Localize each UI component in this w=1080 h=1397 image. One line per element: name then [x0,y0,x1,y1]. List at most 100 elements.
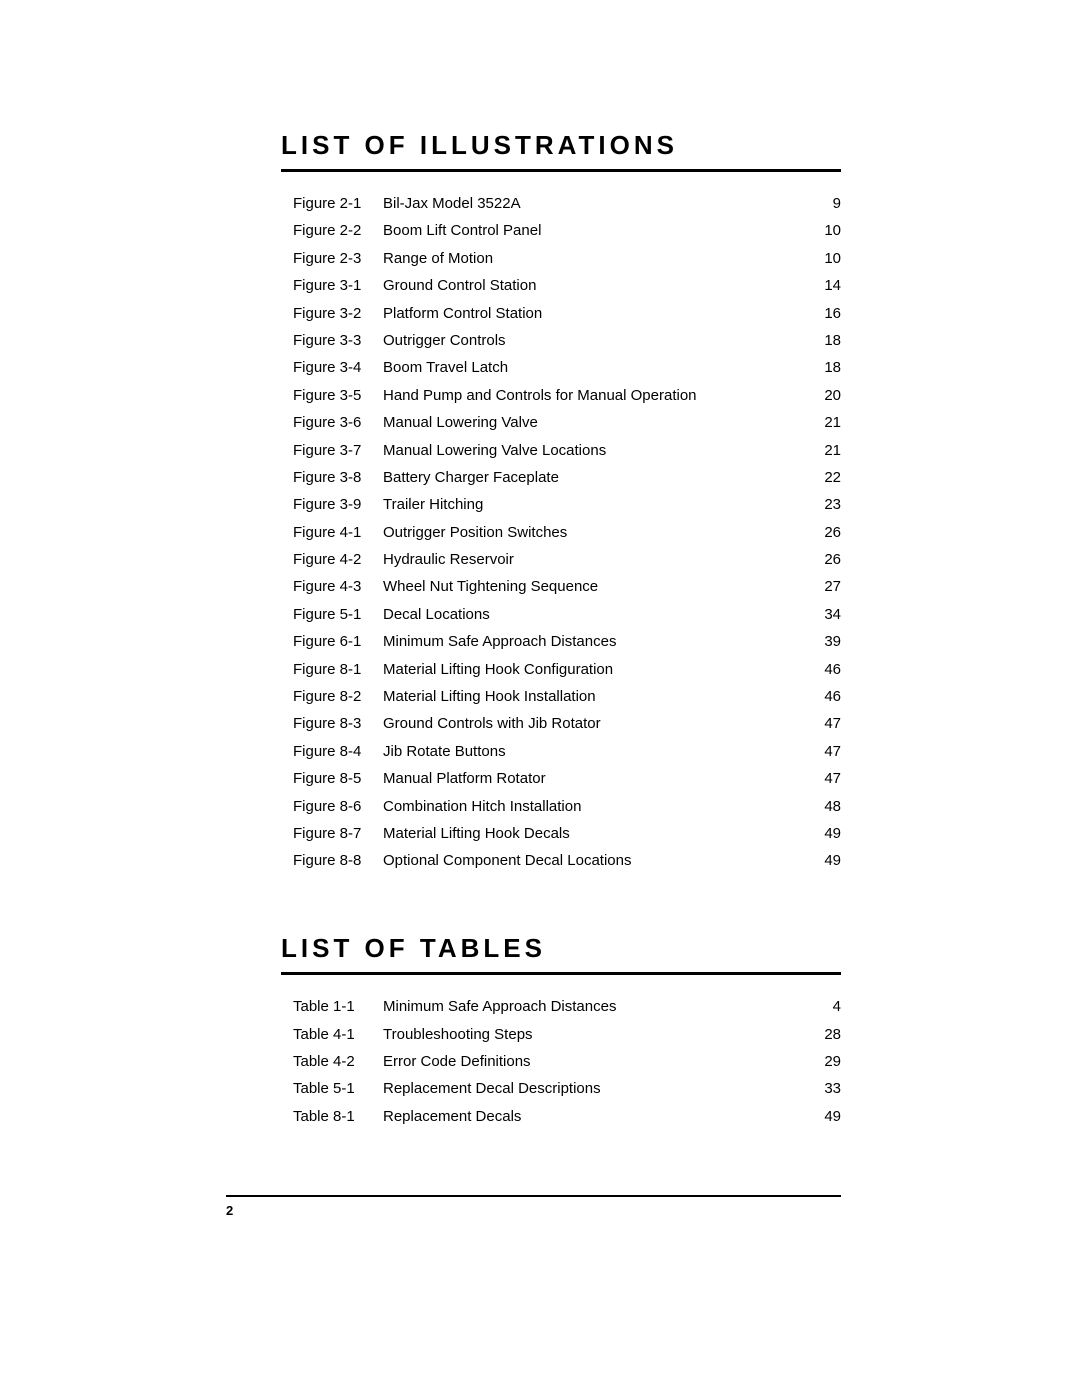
entry-id: Figure 3-7 [293,443,383,458]
entry-description: Outrigger Position Switches [383,525,813,540]
entry-page: 18 [813,360,841,375]
entry-description: Replacement Decal Descriptions [383,1081,813,1096]
entry-id: Figure 4-1 [293,525,383,540]
entry-description: Material Lifting Hook Configuration [383,662,813,677]
entry-page: 46 [813,662,841,677]
list-entry: Figure 8-1Material Lifting Hook Configur… [293,662,841,677]
entry-id: Figure 3-3 [293,333,383,348]
list-entry: Figure 3-2Platform Control Station16 [293,306,841,321]
list-entry: Table 4-1Troubleshooting Steps28 [293,1027,841,1042]
page: List of Illustrations Figure 2-1Bil-Jax … [0,0,1080,1397]
entry-id: Figure 8-5 [293,771,383,786]
entry-page: 4 [813,999,841,1014]
list-entry: Table 5-1Replacement Decal Descriptions3… [293,1081,841,1096]
entry-page: 48 [813,799,841,814]
entry-page: 47 [813,716,841,731]
entry-description: Boom Lift Control Panel [383,223,813,238]
entry-page: 18 [813,333,841,348]
entry-id: Figure 8-4 [293,744,383,759]
entry-id: Figure 8-7 [293,826,383,841]
list-entry: Figure 8-6Combination Hitch Installation… [293,799,841,814]
list-entry: Figure 3-4Boom Travel Latch18 [293,360,841,375]
entry-page: 39 [813,634,841,649]
list-entry: Figure 8-4Jib Rotate Buttons47 [293,744,841,759]
list-entry: Figure 2-1Bil-Jax Model 3522A9 [293,196,841,211]
list-entry: Figure 4-1Outrigger Position Switches26 [293,525,841,540]
entry-description: Minimum Safe Approach Distances [383,634,813,649]
list-entry: Figure 3-9Trailer Hitching23 [293,497,841,512]
list-entry: Figure 8-7Material Lifting Hook Decals49 [293,826,841,841]
entry-id: Figure 3-1 [293,278,383,293]
entry-page: 26 [813,525,841,540]
entry-id: Figure 3-2 [293,306,383,321]
entry-id: Figure 3-9 [293,497,383,512]
entry-description: Decal Locations [383,607,813,622]
list-entry: Figure 3-5Hand Pump and Controls for Man… [293,388,841,403]
entry-page: 49 [813,853,841,868]
entry-page: 10 [813,223,841,238]
entry-page: 23 [813,497,841,512]
entry-page: 46 [813,689,841,704]
section-title-illustrations: List of Illustrations [281,130,841,161]
section-tables: List of Tables Table 1-1Minimum Safe App… [281,933,841,1148]
list-entry: Figure 2-3Range of Motion10 [293,251,841,266]
entry-description: Optional Component Decal Locations [383,853,813,868]
list-entry: Figure 3-8Battery Charger Faceplate22 [293,470,841,485]
entry-id: Table 4-2 [293,1054,383,1069]
footer-rule [226,1195,841,1197]
list-entry: Table 8-1Replacement Decals49 [293,1109,841,1124]
entries-tables: Table 1-1Minimum Safe Approach Distances… [293,999,841,1148]
entry-page: 16 [813,306,841,321]
entry-page: 28 [813,1027,841,1042]
entry-description: Replacement Decals [383,1109,813,1124]
section-title-tables: List of Tables [281,933,841,964]
entry-description: Platform Control Station [383,306,813,321]
list-entry: Table 1-1Minimum Safe Approach Distances… [293,999,841,1014]
entry-description: Trailer Hitching [383,497,813,512]
entry-page: 47 [813,744,841,759]
entry-description: Ground Controls with Jib Rotator [383,716,813,731]
entry-description: Bil-Jax Model 3522A [383,196,813,211]
entry-id: Figure 6-1 [293,634,383,649]
entry-id: Figure 8-8 [293,853,383,868]
entry-id: Figure 2-2 [293,223,383,238]
list-entry: Figure 3-1Ground Control Station14 [293,278,841,293]
list-entry: Figure 2-2Boom Lift Control Panel10 [293,223,841,238]
entry-id: Figure 8-3 [293,716,383,731]
blank-row [293,1136,841,1148]
entry-id: Table 1-1 [293,999,383,1014]
entry-id: Table 4-1 [293,1027,383,1042]
entry-id: Figure 3-4 [293,360,383,375]
list-entry: Table 4-2Error Code Definitions29 [293,1054,841,1069]
entry-description: Jib Rotate Buttons [383,744,813,759]
blank-row [293,881,841,893]
entry-description: Minimum Safe Approach Distances [383,999,813,1014]
entry-id: Figure 3-6 [293,415,383,430]
entry-page: 29 [813,1054,841,1069]
entry-page: 10 [813,251,841,266]
entry-page: 49 [813,1109,841,1124]
entry-page: 49 [813,826,841,841]
entry-description: Hydraulic Reservoir [383,552,813,567]
entry-description: Error Code Definitions [383,1054,813,1069]
entry-description: Manual Lowering Valve [383,415,813,430]
entry-description: Battery Charger Faceplate [383,470,813,485]
entry-description: Ground Control Station [383,278,813,293]
entry-id: Figure 4-3 [293,579,383,594]
entry-description: Material Lifting Hook Decals [383,826,813,841]
list-entry: Figure 8-2Material Lifting Hook Installa… [293,689,841,704]
section-rule [281,169,841,172]
entry-description: Troubleshooting Steps [383,1027,813,1042]
entry-description: Material Lifting Hook Installation [383,689,813,704]
entry-id: Figure 2-3 [293,251,383,266]
entry-page: 47 [813,771,841,786]
entry-id: Figure 2-1 [293,196,383,211]
entry-page: 22 [813,470,841,485]
entry-description: Hand Pump and Controls for Manual Operat… [383,388,813,403]
entry-page: 14 [813,278,841,293]
section-rule [281,972,841,975]
list-entry: Figure 5-1Decal Locations34 [293,607,841,622]
list-entry: Figure 8-3Ground Controls with Jib Rotat… [293,716,841,731]
entry-description: Combination Hitch Installation [383,799,813,814]
list-entry: Figure 3-6Manual Lowering Valve21 [293,415,841,430]
